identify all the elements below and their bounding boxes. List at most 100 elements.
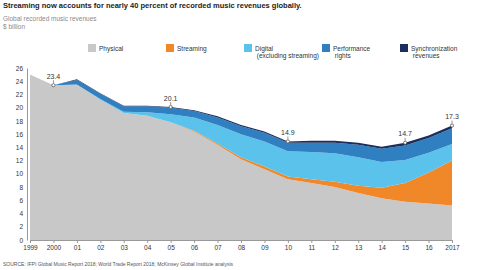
tick: 09 xyxy=(261,240,269,251)
tick-mark xyxy=(264,240,265,243)
legend-label-line: Performance xyxy=(333,45,371,52)
tick-label: 11 xyxy=(308,244,315,251)
tick-label: 10 xyxy=(285,244,293,251)
tick-label: 16 xyxy=(425,244,433,251)
tick-label: 12 xyxy=(332,244,340,251)
title: Streaming now accounts for nearly 40 per… xyxy=(3,1,302,10)
tick-mark xyxy=(194,240,195,243)
area xyxy=(30,75,452,162)
tick-label: 24 xyxy=(16,78,24,85)
legend-label: Performance rights xyxy=(333,45,371,61)
tick: 03 xyxy=(121,240,129,251)
tick-mark xyxy=(30,240,31,243)
tick: 22 xyxy=(16,91,27,98)
tick: 6 xyxy=(19,197,27,204)
tick: 4 xyxy=(19,210,27,217)
tick: 2000 xyxy=(47,240,62,251)
tick: 01 xyxy=(74,240,82,251)
annotation-leader xyxy=(53,80,54,83)
source: SOURCE: IFPI Global Music Report 2018; W… xyxy=(3,261,234,267)
annotation-marker xyxy=(52,84,55,87)
legend: Physical Streaming Digital (excluding stre… xyxy=(88,44,458,60)
tick: 8 xyxy=(19,184,27,191)
tick-mark xyxy=(77,240,78,243)
legend-swatch xyxy=(400,44,408,52)
annotation-leader xyxy=(170,102,171,105)
tick-label: 07 xyxy=(214,244,222,251)
annotation-label: 17.3 xyxy=(445,113,459,120)
tick-label: 18 xyxy=(16,118,24,125)
annotation-marker xyxy=(450,124,453,127)
tick: 16 xyxy=(425,240,433,251)
legend-label: Synchronization revenues xyxy=(411,45,458,60)
annotations: 23.420.114.914.717.3 xyxy=(47,73,459,145)
tick-label: 2017 xyxy=(445,244,460,251)
tick-mark xyxy=(382,240,383,243)
tick-mark xyxy=(147,240,148,243)
annotation-label: 23.4 xyxy=(47,73,61,80)
subtitle: Global recorded music revenues xyxy=(3,15,97,22)
legend-swatch xyxy=(322,44,330,52)
plot-area xyxy=(30,75,452,240)
legend-item: Streaming xyxy=(166,44,207,53)
tick-label: 6 xyxy=(19,197,23,204)
tick: 2 xyxy=(19,223,27,230)
annotation-leader xyxy=(452,121,453,124)
tick: 08 xyxy=(238,240,246,251)
tick-mark xyxy=(452,240,453,243)
tick-label: 03 xyxy=(121,244,129,251)
tick-label: 14 xyxy=(16,144,24,151)
legend-item: Synchronization revenues xyxy=(400,44,458,59)
tick: 10 xyxy=(16,170,27,177)
area xyxy=(30,75,452,240)
legend-label-line: Physical xyxy=(99,45,124,53)
tick-label: 08 xyxy=(238,244,246,251)
legend-label-line: rights xyxy=(333,52,351,60)
tick-label: 10 xyxy=(16,170,24,177)
tick-mark xyxy=(171,240,172,243)
tick-label: 26 xyxy=(16,65,24,72)
y-axis-title: $ billion xyxy=(3,23,25,30)
legend-swatch xyxy=(166,44,174,52)
tick: 14 xyxy=(16,144,27,151)
y-axis: 02468101214161820222426 xyxy=(16,65,28,244)
tick: 10 xyxy=(285,240,293,251)
legend-label-line: (excluding streaming) xyxy=(255,52,319,60)
annotation-marker xyxy=(286,140,289,143)
tick-mark xyxy=(335,240,336,243)
tick-mark xyxy=(241,240,242,243)
tick: 15 xyxy=(402,240,410,251)
tick-label: 02 xyxy=(97,244,105,251)
tick: 2017 xyxy=(445,240,460,251)
legend-label: Digital (excluding streaming) xyxy=(255,45,319,61)
tick-label: 1999 xyxy=(23,244,38,251)
legend-swatch xyxy=(244,44,252,52)
area xyxy=(30,75,452,188)
tick: 11 xyxy=(308,240,315,251)
tick: 14 xyxy=(379,240,387,251)
tick-label: 8 xyxy=(19,184,23,191)
tick-mark xyxy=(405,240,406,243)
tick: 04 xyxy=(144,240,152,251)
legend-label: Physical xyxy=(99,45,124,53)
tick: 24 xyxy=(16,78,27,85)
area xyxy=(30,75,452,206)
tick-label: 04 xyxy=(144,244,152,251)
tick: 20 xyxy=(16,104,27,111)
tick-mark xyxy=(358,240,359,243)
tick: 1999 xyxy=(23,240,38,251)
tick-label: 06 xyxy=(191,244,199,251)
annotation-leader xyxy=(287,136,288,139)
tick-label: 13 xyxy=(355,244,363,251)
tick-label: 2000 xyxy=(47,244,62,251)
tick: 18 xyxy=(16,118,27,125)
legend-label-line: Streaming xyxy=(177,45,207,53)
tick-label: 2 xyxy=(19,223,23,230)
legend-item: Digital (excluding streaming) xyxy=(244,44,319,60)
tick-label: 01 xyxy=(74,244,82,251)
tick: 02 xyxy=(97,240,105,251)
legend-label-line: revenues xyxy=(411,52,440,59)
tick-mark xyxy=(288,240,289,243)
tick-label: 16 xyxy=(16,131,24,138)
legend-swatch xyxy=(88,44,96,52)
